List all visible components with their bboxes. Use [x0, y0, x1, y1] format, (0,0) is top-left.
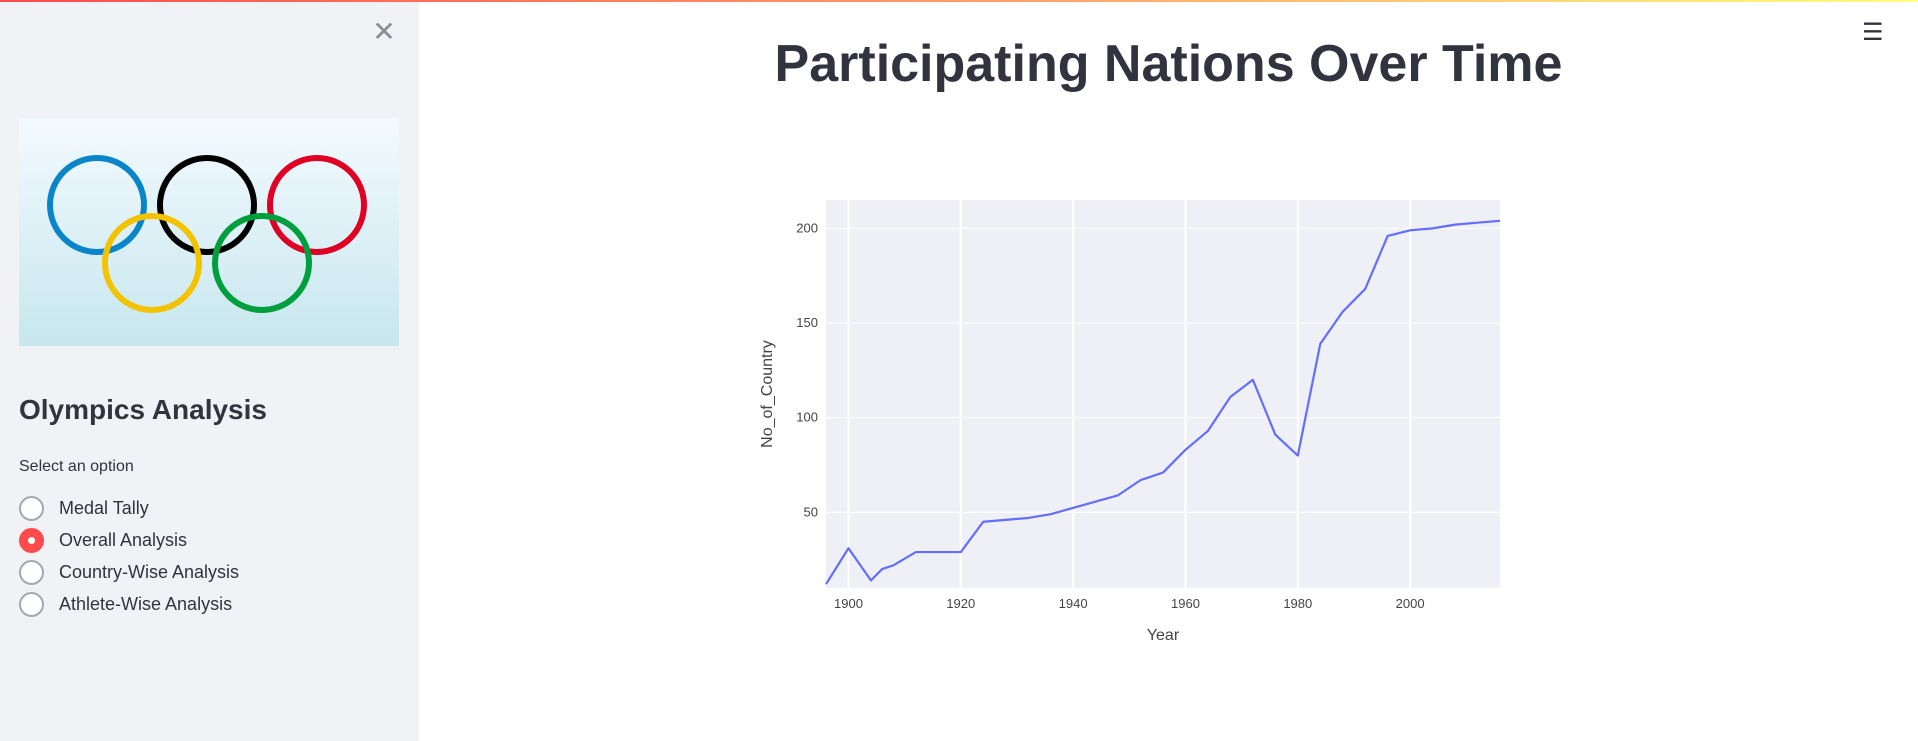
- radio-label: Medal Tally: [59, 497, 149, 518]
- y-tick-label: 100: [796, 410, 818, 425]
- x-axis-label: Year: [1147, 627, 1180, 644]
- hamburger-menu-icon: ☰: [1862, 18, 1884, 46]
- x-tick-label: 1960: [1171, 596, 1200, 611]
- x-tick-label: 1920: [946, 596, 975, 611]
- radio-option-medal-tally[interactable]: Medal Tally: [19, 492, 239, 524]
- x-tick-label: 1980: [1283, 596, 1312, 611]
- x-tick-label: 1940: [1059, 596, 1088, 611]
- analysis-radio-group: Medal Tally Overall Analysis Country-Wis…: [19, 492, 239, 620]
- olympic-rings-logo: [19, 118, 399, 346]
- participating-nations-line-chart: 50 100 150 200 1900 1920 1940 1960 1980 2000 Year N…: [759, 200, 1501, 644]
- radio-button-athlete-wise-analysis[interactable]: [19, 591, 44, 617]
- radio-label: Athlete-Wise Analysis: [59, 593, 233, 614]
- radio-button-overall-analysis[interactable]: [19, 527, 44, 553]
- radio-option-overall-analysis[interactable]: Overall Analysis: [19, 524, 239, 556]
- main-menu-button[interactable]: ☰: [1862, 20, 1886, 44]
- radio-option-athlete-wise-analysis[interactable]: Athlete-Wise Analysis: [19, 588, 239, 620]
- y-tick-label: 150: [796, 315, 818, 330]
- page-title: Participating Nations Over Time: [774, 35, 1563, 93]
- top-decoration-bar: [0, 0, 1918, 2]
- select-option-label: Select an option: [19, 458, 134, 475]
- series-line: [825, 219, 1501, 585]
- close-sidebar-button[interactable]: ✕: [370, 18, 398, 46]
- x-tick-label: 2000: [1396, 596, 1425, 611]
- x-tick-label: 1900: [834, 596, 863, 611]
- radio-button-medal-tally[interactable]: [19, 495, 44, 521]
- sidebar: ✕ Olympics Analysis Select an option Med…: [0, 2, 419, 741]
- y-tick-label: 50: [804, 504, 818, 519]
- radio-button-country-wise-analysis[interactable]: [19, 559, 44, 585]
- radio-label: Overall Analysis: [59, 529, 188, 550]
- y-tick-label: 200: [796, 220, 818, 235]
- radio-label: Country-Wise Analysis: [59, 561, 240, 582]
- radio-option-country-wise-analysis[interactable]: Country-Wise Analysis: [19, 556, 239, 588]
- plot-background: [826, 200, 1500, 588]
- close-icon: ✕: [372, 15, 396, 48]
- y-axis-label: No_of_Country: [759, 340, 776, 448]
- sidebar-title: Olympics Analysis: [19, 394, 267, 425]
